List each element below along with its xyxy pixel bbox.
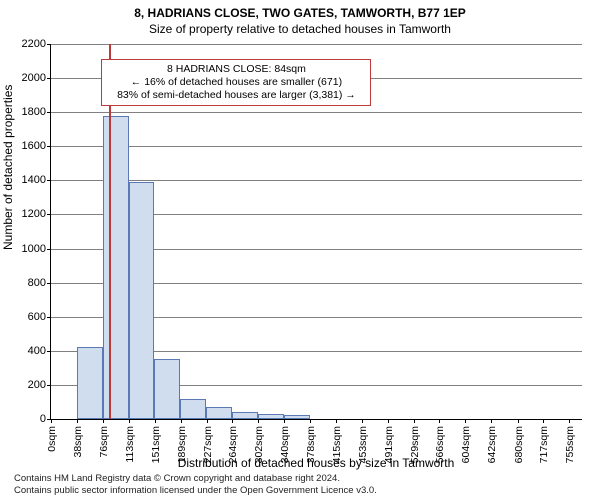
xtick-mark [155, 419, 156, 423]
xtick-mark [232, 419, 233, 423]
annotation-line: 83% of semi-detached houses are larger (… [108, 89, 364, 102]
histogram-bar [232, 412, 258, 419]
histogram-bar [180, 399, 206, 419]
xtick-mark [362, 419, 363, 423]
ytick-label: 800 [28, 277, 51, 289]
page-subtitle: Size of property relative to detached ho… [0, 20, 600, 36]
xtick-mark [518, 419, 519, 423]
histogram-bar [103, 116, 129, 419]
ytick-label: 200 [28, 379, 51, 391]
annotation-line: 8 HADRIANS CLOSE: 84sqm [108, 63, 364, 76]
xtick-mark [491, 419, 492, 423]
xtick-mark [543, 419, 544, 423]
xtick-mark [336, 419, 337, 423]
chart-area: 0200400600800100012001400160018002000220… [50, 44, 582, 420]
ytick-label: 0 [40, 413, 51, 425]
footer-line: Contains public sector information licen… [14, 485, 377, 496]
footer-line: Contains HM Land Registry data © Crown c… [14, 473, 377, 484]
histogram-bar [154, 359, 180, 419]
xtick-mark [77, 419, 78, 423]
xtick-mark [258, 419, 259, 423]
gridline [51, 146, 582, 147]
ytick-label: 1200 [22, 208, 51, 220]
xtick-mark [51, 419, 52, 423]
xtick-mark [181, 419, 182, 423]
xtick-label: 0sqm [44, 426, 58, 452]
xtick-mark [310, 419, 311, 423]
histogram-bar [129, 182, 155, 419]
ytick-label: 1400 [22, 174, 51, 186]
xtick-mark [129, 419, 130, 423]
xtick-mark [103, 419, 104, 423]
xtick-mark [569, 419, 570, 423]
xtick-label: 76sqm [96, 426, 110, 458]
histogram-bar [206, 407, 232, 419]
y-axis-label: Number of detached properties [1, 85, 15, 250]
xtick-mark [465, 419, 466, 423]
ytick-label: 2000 [22, 72, 51, 84]
xtick-mark [414, 419, 415, 423]
ytick-label: 400 [28, 345, 51, 357]
gridline [51, 44, 582, 45]
annotation-box: 8 HADRIANS CLOSE: 84sqm← 16% of detached… [101, 59, 371, 106]
ytick-label: 1000 [22, 243, 51, 255]
x-axis-label: Distribution of detached houses by size … [50, 456, 582, 470]
gridline [51, 112, 582, 113]
histogram-bar [284, 415, 310, 419]
ytick-label: 2200 [22, 38, 51, 50]
ytick-label: 1600 [22, 140, 51, 152]
ytick-label: 600 [28, 311, 51, 323]
xtick-label: 38sqm [70, 426, 84, 458]
page-title: 8, HADRIANS CLOSE, TWO GATES, TAMWORTH, … [0, 0, 600, 20]
histogram-bar [258, 414, 284, 419]
xtick-mark [439, 419, 440, 423]
annotation-line: ← 16% of detached houses are smaller (67… [108, 76, 364, 89]
plot: 0200400600800100012001400160018002000220… [50, 44, 582, 420]
footer-attribution: Contains HM Land Registry data © Crown c… [14, 473, 377, 496]
histogram-bar [77, 347, 103, 419]
xtick-mark [388, 419, 389, 423]
xtick-mark [207, 419, 208, 423]
xtick-mark [284, 419, 285, 423]
ytick-label: 1800 [22, 106, 51, 118]
